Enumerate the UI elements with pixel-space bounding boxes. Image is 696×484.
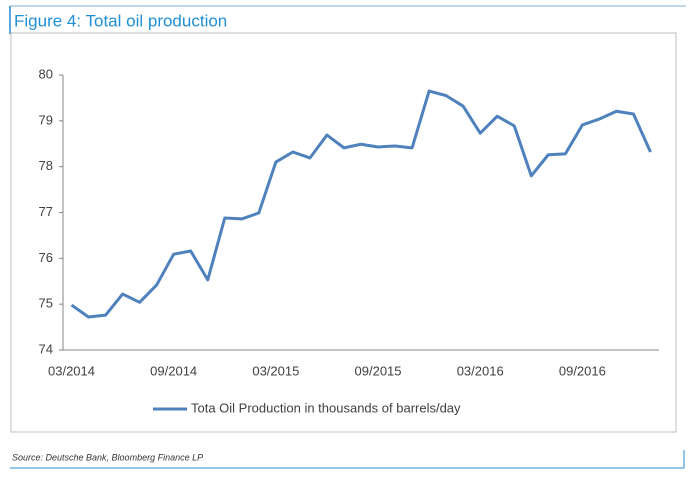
y-tick-label: 80 xyxy=(39,66,53,81)
y-tick-label: 75 xyxy=(39,296,53,311)
x-tick-label: 09/2016 xyxy=(559,363,606,378)
x-tick-label: 03/2016 xyxy=(457,363,504,378)
y-tick-label: 74 xyxy=(39,341,53,356)
x-tick-label: 09/2014 xyxy=(150,363,197,378)
source: Source: Deutsche Bank, Bloomberg Finance… xyxy=(12,452,203,462)
x-tick-label: 03/2015 xyxy=(252,363,299,378)
series-line xyxy=(70,89,652,319)
y-tick-label: 77 xyxy=(39,204,53,219)
x-tick-label: 03/2014 xyxy=(48,363,95,378)
legend-label: Tota Oil Production in thousands of barr… xyxy=(191,400,461,415)
y-tick-label: 78 xyxy=(39,158,53,173)
chart-title: Figure 4: Total oil production xyxy=(14,11,227,30)
x-tick-label: 09/2015 xyxy=(355,363,402,378)
chart-frame xyxy=(10,32,677,433)
y-tick-label: 79 xyxy=(39,112,53,127)
y-tick-label: 76 xyxy=(39,250,53,265)
